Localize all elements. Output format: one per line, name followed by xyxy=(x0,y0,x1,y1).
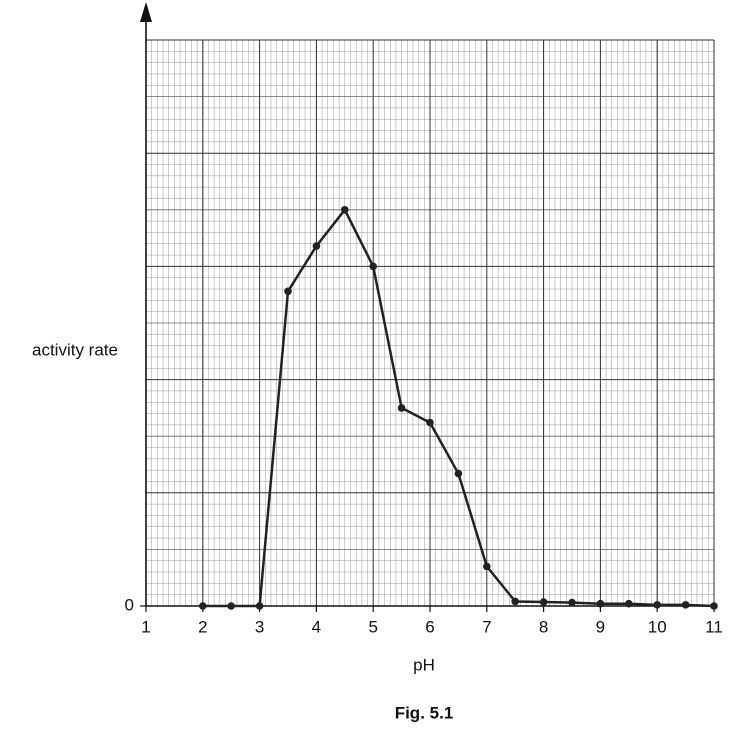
x-tick-label: 4 xyxy=(312,617,321,636)
data-point xyxy=(539,598,548,606)
x-tick-label: 10 xyxy=(648,617,667,636)
data-point xyxy=(426,418,434,427)
x-tick-label: 1 xyxy=(141,617,150,636)
data-point xyxy=(341,206,349,214)
data-point xyxy=(369,262,378,271)
x-tick-label: 11 xyxy=(705,617,723,636)
data-point xyxy=(710,602,718,610)
x-tick-label: 5 xyxy=(368,617,377,636)
data-point xyxy=(653,601,661,609)
data-point xyxy=(199,602,207,610)
data-point xyxy=(596,599,605,608)
x-tick-label: 7 xyxy=(482,617,491,636)
data-point xyxy=(312,242,321,250)
x-tick-label: 9 xyxy=(596,617,605,636)
x-tick-label: 3 xyxy=(255,617,264,636)
x-tick-label: 8 xyxy=(539,617,548,636)
data-point xyxy=(255,602,264,610)
data-point xyxy=(227,602,235,610)
x-tick-label: 2 xyxy=(198,617,207,636)
data-point xyxy=(284,287,292,296)
data-point xyxy=(625,599,633,608)
data-point xyxy=(397,404,406,412)
axis-arrow xyxy=(140,2,152,22)
grid xyxy=(145,39,715,607)
y-axis-label: activity rate xyxy=(32,340,118,359)
data-point xyxy=(454,469,463,478)
x-axis-label: pH xyxy=(413,655,435,674)
y-tick-label: 0 xyxy=(125,595,134,614)
data-point xyxy=(681,601,690,609)
data-point xyxy=(568,598,576,607)
chart-title: Fig. 5.1 xyxy=(395,703,454,722)
data-point xyxy=(511,597,519,606)
data-point xyxy=(483,562,491,571)
x-tick-label: 6 xyxy=(425,617,434,636)
